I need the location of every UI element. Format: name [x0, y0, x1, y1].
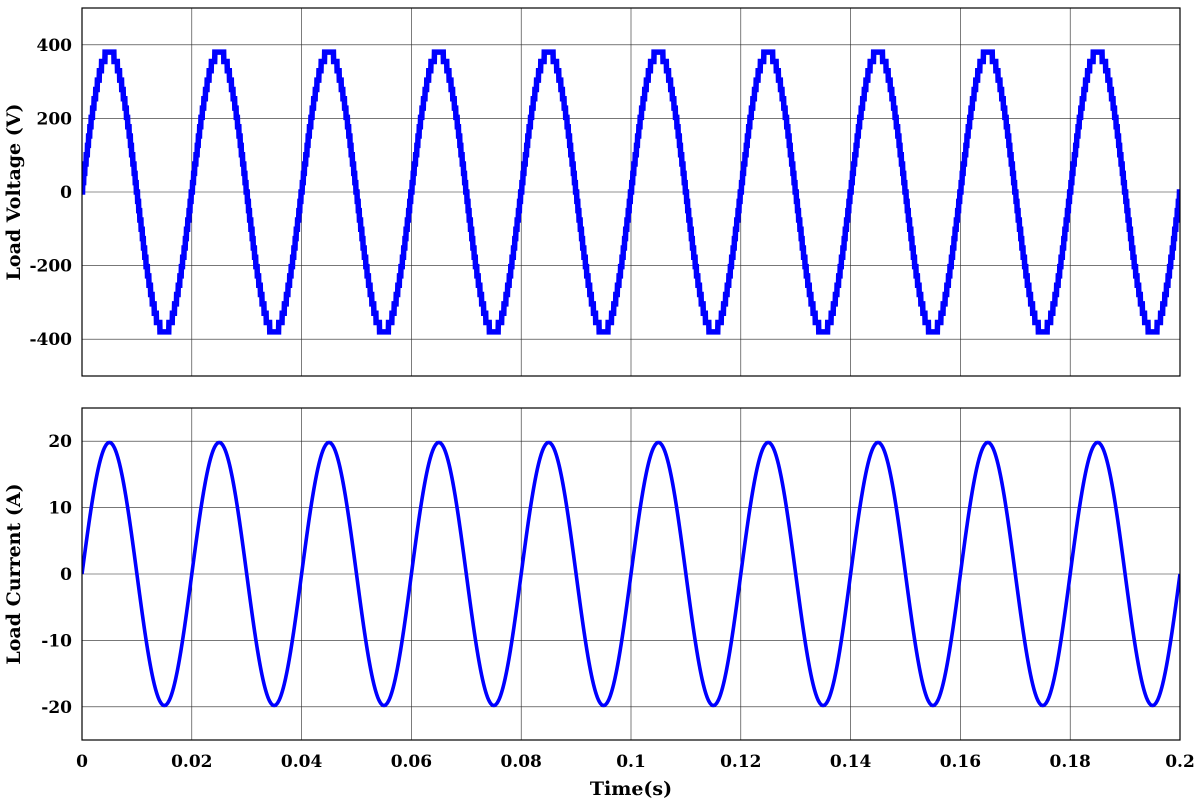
x-tick-label: 0.18	[1049, 752, 1090, 772]
x-tick-label: 0.08	[500, 752, 541, 772]
x-tick-label: 0.02	[171, 752, 212, 772]
current-panel: -20 -10 0 10 20 0 0.02 0.04 0.06 0.08 0.1 0.12 0.14 0…	[3, 407, 1195, 800]
y-tick-label: 10	[48, 499, 72, 519]
x-tick-label: 0	[76, 752, 88, 772]
y-tick-label: 0	[60, 183, 72, 203]
y-tick-label: 400	[37, 36, 73, 56]
axes-box	[81, 407, 1181, 741]
x-tick-label: 0.06	[391, 752, 432, 772]
y-axis-label: Load Voltage (V)	[3, 104, 25, 281]
x-axis-label: Time(s)	[590, 778, 672, 800]
current-series-line	[82, 440, 1180, 708]
voltage-series-line	[82, 49, 1180, 335]
y-axis-label: Load Current (A)	[3, 483, 25, 664]
y-tick-label: -200	[29, 257, 72, 277]
y-tick-label: -10	[41, 631, 72, 651]
x-tick-label: 0.2	[1165, 752, 1195, 772]
x-tick-label: 0.14	[830, 752, 872, 772]
x-tick-label: 0.12	[720, 752, 761, 772]
x-tick-label: 0.1	[616, 752, 646, 772]
axes-box	[81, 7, 1181, 377]
y-tick-label: 20	[48, 432, 72, 452]
voltage-panel: -400 -200 0 200 400 Load Voltage (V)	[3, 7, 1181, 377]
y-tick-label: 200	[37, 109, 73, 129]
y-tick-label: 0	[60, 565, 72, 585]
x-tick-label: 0.16	[940, 752, 981, 772]
x-tick-label: 0.04	[281, 752, 323, 772]
y-tick-label: -20	[41, 698, 72, 718]
y-tick-label: -400	[29, 330, 72, 350]
